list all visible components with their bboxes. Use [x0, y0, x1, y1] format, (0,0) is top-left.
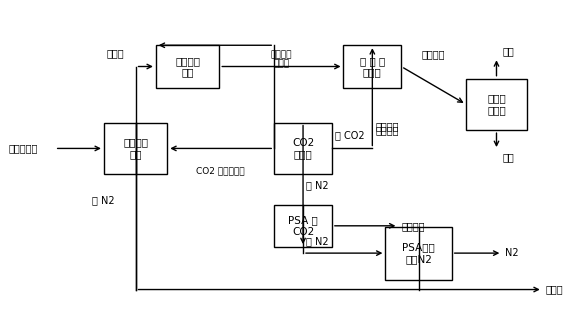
Text: 富 CO2: 富 CO2 [335, 130, 364, 140]
Text: 丙烯: 丙烯 [503, 153, 514, 163]
Text: 不凝气体: 不凝气体 [375, 125, 399, 135]
Text: 烃类分
离回收: 烃类分 离回收 [487, 94, 506, 115]
Text: 高 N2: 高 N2 [92, 195, 115, 205]
Text: 烃类萃取
解吸: 烃类萃取 解吸 [175, 56, 200, 77]
Text: 乙烯: 乙烯 [503, 46, 514, 56]
Text: 不凝气体: 不凝气体 [375, 121, 399, 131]
Text: N2: N2 [505, 248, 519, 258]
Bar [274, 123, 332, 174]
Text: 解吸气: 解吸气 [273, 59, 289, 68]
Text: PSA 脱
CO2: PSA 脱 CO2 [288, 215, 318, 237]
Text: CO2
渗透膜: CO2 渗透膜 [292, 138, 314, 159]
Text: 烃类吸附
浓缩: 烃类吸附 浓缩 [123, 138, 148, 159]
Text: 乙烯丙烯: 乙烯丙烯 [422, 49, 445, 59]
Text: 燃料气: 燃料气 [546, 285, 563, 294]
Text: 吸附质: 吸附质 [107, 48, 124, 58]
Bar [104, 123, 167, 174]
Bar [466, 78, 527, 130]
Text: 富烃萃取: 富烃萃取 [271, 50, 292, 59]
Text: CO2 举收剂循环: CO2 举收剂循环 [196, 167, 245, 176]
Bar [156, 45, 219, 88]
Text: 聚烯烃尾气: 聚烯烃尾气 [9, 143, 38, 154]
Text: 富 N2: 富 N2 [306, 180, 329, 190]
Bar [385, 226, 452, 280]
Text: 排放焚烧: 排放焚烧 [401, 221, 424, 231]
Text: 富 N2: 富 N2 [306, 236, 329, 246]
Bar [343, 45, 401, 88]
Text: 烃 类 分
离回收: 烃 类 分 离回收 [360, 56, 385, 77]
Text: PSA分离
提纯N2: PSA分离 提纯N2 [402, 242, 435, 264]
Bar [274, 205, 332, 247]
